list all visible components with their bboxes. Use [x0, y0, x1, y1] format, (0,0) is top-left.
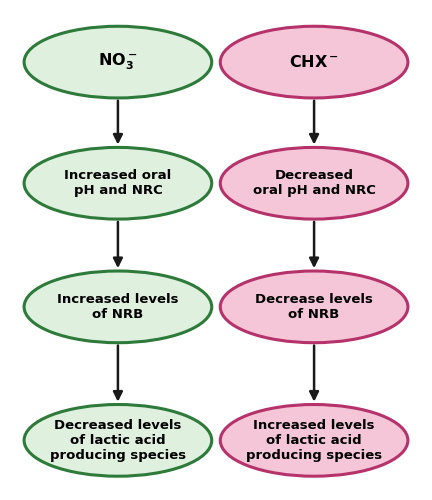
Text: Decreased levels
of lactic acid
producing species: Decreased levels of lactic acid producin… [50, 419, 186, 462]
Text: Decrease levels
of NRB: Decrease levels of NRB [255, 293, 373, 321]
Text: Decreased
oral pH and NRC: Decreased oral pH and NRC [253, 169, 375, 197]
Ellipse shape [24, 271, 212, 342]
Ellipse shape [220, 26, 408, 98]
Ellipse shape [220, 271, 408, 342]
Text: Increased oral
pH and NRC: Increased oral pH and NRC [64, 169, 172, 197]
Ellipse shape [24, 148, 212, 219]
Text: $\mathbf{NO_3^-}$: $\mathbf{NO_3^-}$ [98, 52, 138, 72]
Ellipse shape [220, 148, 408, 219]
Ellipse shape [24, 26, 212, 98]
Ellipse shape [24, 404, 212, 476]
Ellipse shape [220, 404, 408, 476]
Text: Increased levels
of NRB: Increased levels of NRB [57, 293, 179, 321]
Text: Increased levels
of lactic acid
producing species: Increased levels of lactic acid producin… [246, 419, 382, 462]
Text: $\mathbf{CHX^-}$: $\mathbf{CHX^-}$ [289, 54, 339, 70]
